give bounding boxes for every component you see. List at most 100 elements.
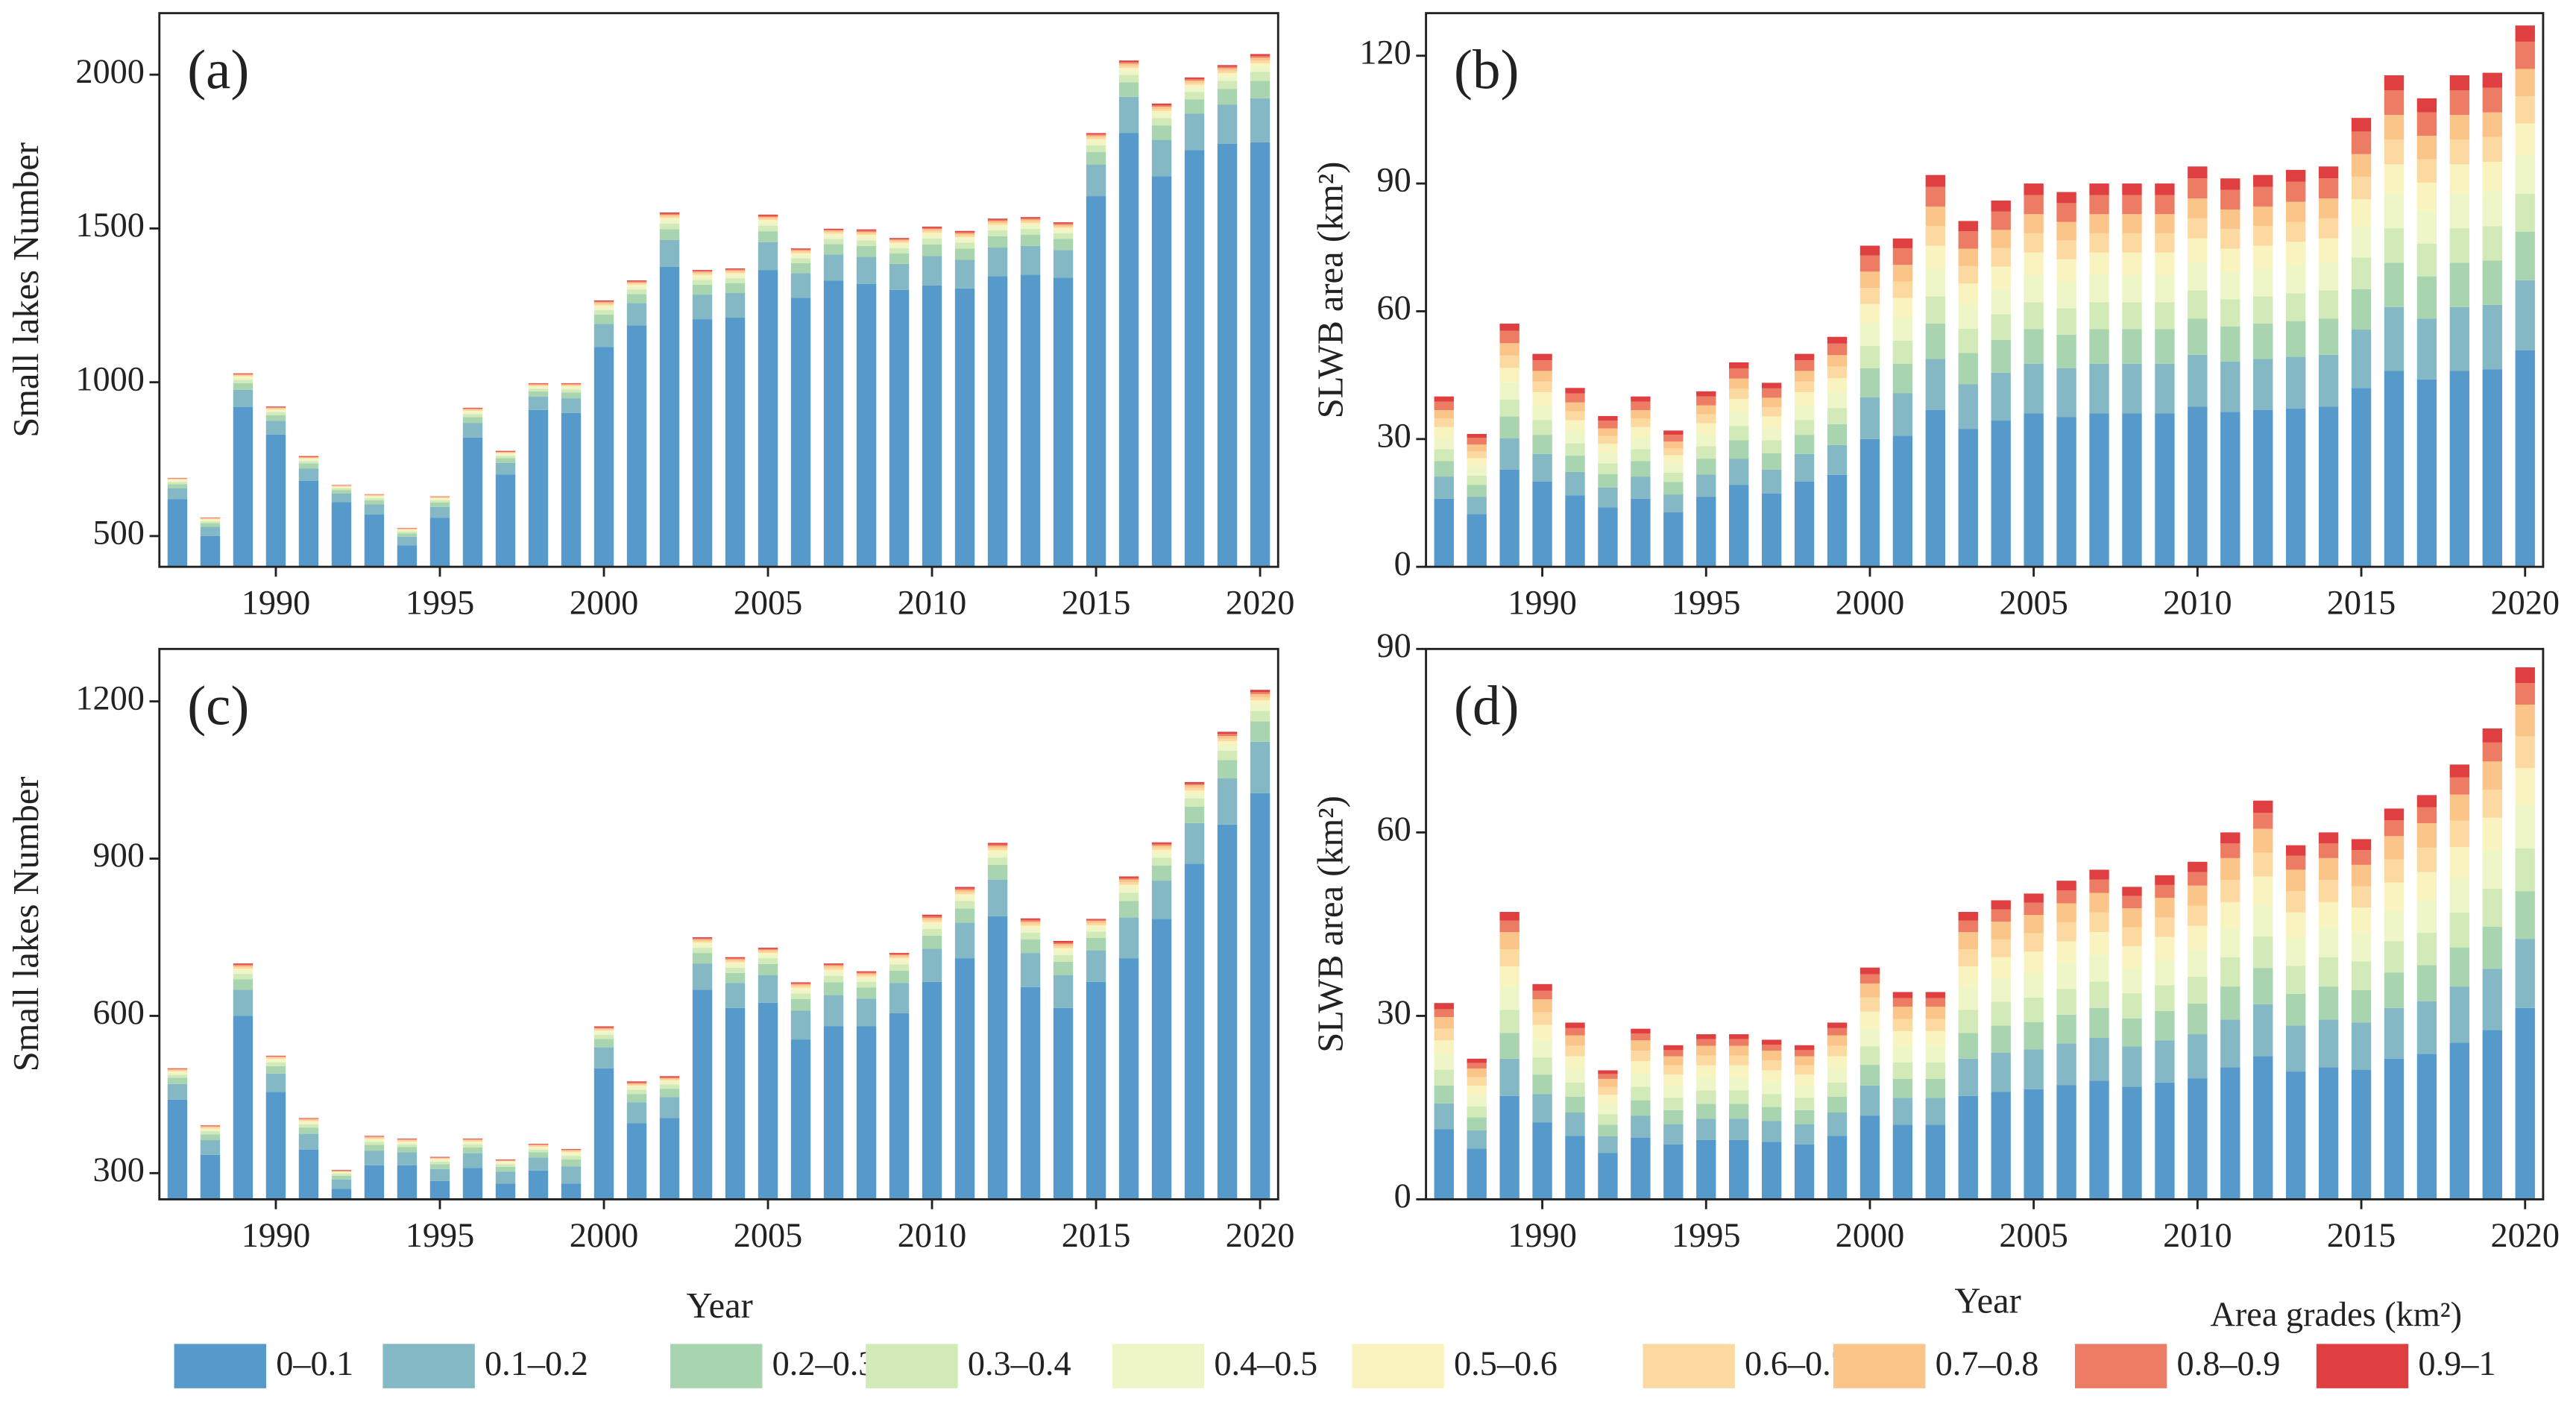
bar-segment: [200, 517, 221, 519]
bar-segment: [889, 960, 910, 965]
bar-segment: [462, 407, 483, 409]
bar-segment: [954, 288, 975, 567]
bar-segment: [1598, 507, 1618, 567]
bar-segment: [2188, 218, 2208, 239]
bar-segment: [2351, 961, 2372, 990]
bar-segment: [593, 303, 614, 306]
bar-segment: [1118, 70, 1139, 75]
bar-segment: [1696, 459, 1716, 475]
bar-segment: [2188, 198, 2208, 218]
bar-segment: [298, 1118, 319, 1121]
bar-segment: [593, 1028, 614, 1030]
bar-segment: [495, 474, 516, 567]
bar-segment: [922, 229, 942, 231]
bar-segment: [2384, 115, 2405, 140]
bar-segment: [265, 421, 286, 435]
bar-segment: [1499, 343, 1520, 356]
bar-segment: [659, 1097, 680, 1118]
x-tick-label: 2020: [1226, 1217, 1295, 1255]
bar-segment: [1991, 200, 2011, 212]
bar-segment: [364, 514, 385, 567]
bar-segment: [233, 965, 253, 968]
bar-segment: [265, 434, 286, 567]
legend-label: 0.9–1: [2418, 1345, 2495, 1383]
bar-segment: [2449, 228, 2470, 263]
bar-segment: [2188, 976, 2208, 1004]
bar-segment: [987, 879, 1008, 916]
bar-segment: [1499, 469, 1520, 567]
bar-segment: [1859, 397, 1880, 439]
x-tick-label: 1990: [242, 585, 311, 623]
bar-segment: [2384, 262, 2405, 307]
bar-segment: [2253, 324, 2273, 359]
bar-segment: [2285, 201, 2306, 222]
bar-segment: [397, 1147, 418, 1153]
bar-segment: [790, 258, 811, 264]
bar-segment: [1184, 787, 1205, 791]
bar-segment: [495, 1183, 516, 1200]
bar-segment: [758, 953, 778, 955]
bar-segment: [1565, 1035, 1585, 1046]
bar-segment: [1118, 887, 1139, 893]
bar-segment: [790, 255, 811, 259]
bar-segment: [823, 1026, 844, 1200]
bar-segment: [2220, 901, 2240, 928]
bar-segment: [823, 239, 844, 245]
bar-segment: [692, 271, 713, 274]
bar-segment: [2024, 1049, 2044, 1089]
bar-segment: [2220, 361, 2240, 412]
bar-segment: [265, 415, 286, 421]
y-tick-label: 120: [1359, 34, 1411, 72]
bar-segment: [1151, 108, 1172, 111]
bar-segment: [1467, 1085, 1487, 1096]
bar-segment: [2188, 290, 2208, 319]
bar-segment: [1925, 174, 1946, 187]
bar-segment: [1958, 384, 1978, 429]
bar-segment: [2384, 1058, 2405, 1200]
bar-segment: [2089, 932, 2109, 956]
bar-segment: [1892, 1030, 1913, 1046]
bar-segment: [2155, 985, 2175, 1011]
bar-segment: [298, 1120, 319, 1121]
bar-segment: [1729, 368, 1749, 379]
bar-segment: [1958, 1010, 1978, 1033]
bar-segment: [2449, 139, 2470, 165]
bar-segment: [626, 283, 647, 285]
bar-segment: [2285, 845, 2306, 856]
bar-segment: [889, 953, 910, 954]
bar-segment: [987, 247, 1008, 277]
bar-segment: [2024, 893, 2044, 903]
bar-segment: [331, 1170, 352, 1171]
bar-segment: [2515, 350, 2535, 567]
bar-segment: [2056, 308, 2076, 335]
bar-segment: [1827, 408, 1848, 424]
axes-frame: [158, 12, 1279, 568]
bar-segment: [1859, 323, 1880, 346]
bar-segment: [2253, 359, 2273, 410]
bar-segment: [1217, 89, 1238, 105]
bar-segment: [922, 230, 942, 233]
bar-segment: [2384, 808, 2405, 820]
bar-segment: [2416, 1054, 2437, 1200]
x-tick-label: 2015: [1062, 585, 1131, 623]
bar-segment: [1499, 1058, 1520, 1096]
bar-segment: [2056, 417, 2076, 567]
bar-segment: [200, 1154, 221, 1200]
bar-segment: [1086, 950, 1106, 982]
bar-segment: [495, 462, 516, 475]
bar-segment: [528, 1143, 549, 1145]
bar-segment: [823, 982, 844, 995]
bar-segment: [561, 1156, 582, 1160]
bar-segment: [2220, 271, 2240, 300]
bar-segment: [1151, 842, 1172, 844]
bar-segment: [1467, 433, 1487, 438]
bar-segment: [1892, 298, 1913, 318]
bar-segment: [1053, 951, 1074, 955]
bar-segment: [1663, 1045, 1684, 1051]
bar-segment: [167, 1099, 188, 1200]
bar-segment: [1663, 1056, 1684, 1066]
bar-segment: [1892, 1098, 1913, 1125]
bar-segment: [659, 266, 680, 567]
bar-segment: [2318, 290, 2339, 319]
bar-segment: [2155, 233, 2175, 253]
